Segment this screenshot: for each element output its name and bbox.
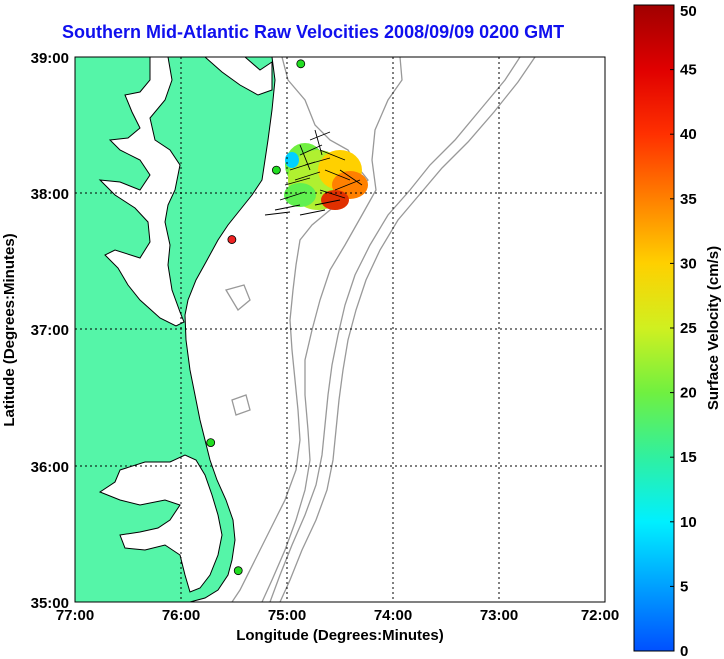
x-axis-label: Longitude (Degrees:Minutes) xyxy=(236,627,444,644)
bathymetry-contours xyxy=(225,57,536,602)
colorbar-tick: 25 xyxy=(680,320,697,337)
grid-lines xyxy=(75,57,605,602)
delaware-bay xyxy=(204,57,273,96)
x-tick: 77:00 xyxy=(56,607,94,624)
x-tick: 74:00 xyxy=(374,607,412,624)
colorbar-tick: 5 xyxy=(680,578,688,595)
y-axis: 39:00 38:00 37:00 36:00 35:00 Latitude (… xyxy=(1,50,69,612)
radar-station-marker xyxy=(233,566,243,576)
y-tick: 39:00 xyxy=(31,50,69,67)
y-tick: 35:00 xyxy=(31,595,69,612)
colorbar-tick: 50 xyxy=(680,3,697,20)
colorbar-label: Surface Velocity (cm/s) xyxy=(705,246,722,410)
map-title: Southern Mid-Atlantic Raw Velocities 200… xyxy=(62,22,565,42)
y-tick: 36:00 xyxy=(31,459,69,476)
colorbar-tick: 45 xyxy=(680,62,697,79)
colorbar-tick: 40 xyxy=(680,126,697,143)
velocity-field xyxy=(264,129,368,216)
colorbar-tick: 30 xyxy=(680,255,697,272)
y-tick: 38:00 xyxy=(31,186,69,203)
colorbar-tick: 35 xyxy=(680,191,697,208)
radar-stations xyxy=(206,59,306,576)
radar-station-marker xyxy=(227,235,237,244)
chesapeake-bay xyxy=(98,57,185,327)
pamlico-sound xyxy=(98,454,223,593)
x-tick: 73:00 xyxy=(480,607,518,624)
colorbar-tick: 15 xyxy=(680,449,697,466)
x-axis: 77:00 76:00 75:00 74:00 73:00 72:00 Long… xyxy=(56,607,619,644)
x-tick: 75:00 xyxy=(268,607,306,624)
radar-station-marker xyxy=(296,59,306,69)
radar-station-marker xyxy=(206,438,216,447)
colorbar-tick: 10 xyxy=(680,514,697,531)
y-axis-label: Latitude (Degrees:Minutes) xyxy=(1,233,18,426)
x-tick: 72:00 xyxy=(581,607,619,624)
colorbar-gradient xyxy=(633,4,675,652)
radar-station-marker xyxy=(271,165,281,175)
y-tick: 37:00 xyxy=(31,322,69,339)
x-tick: 76:00 xyxy=(162,607,200,624)
colorbar-tick: 0 xyxy=(680,643,688,659)
colorbar-tick: 20 xyxy=(680,385,697,402)
